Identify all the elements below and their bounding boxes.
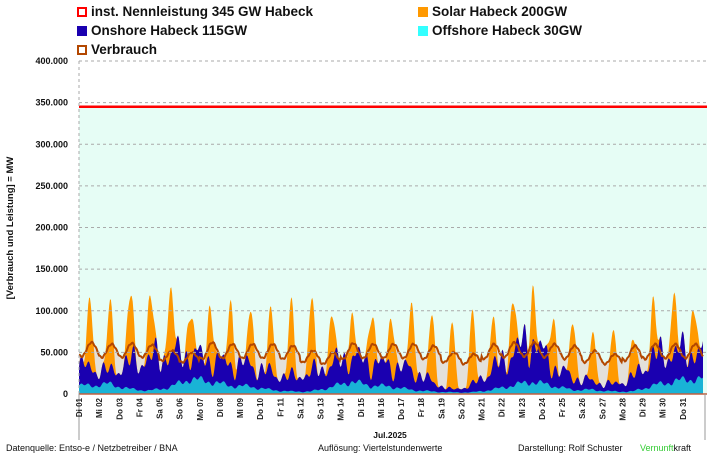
legend-capacity: inst. Nennleistung 345 GW Habeck [77, 4, 313, 19]
x-tick-label: Di 01 [75, 397, 84, 417]
x-tick-label: Di 22 [498, 397, 507, 417]
y-tick-label: 400.000 [35, 56, 68, 66]
x-tick-label: Mo 21 [478, 397, 487, 420]
y-tick-label: 50.000 [40, 347, 68, 357]
x-tick-label: Do 31 [679, 397, 688, 419]
legend-label: inst. Nennleistung 345 GW Habeck [91, 4, 314, 19]
x-tick-label: Mi 30 [659, 397, 668, 418]
brand-part-b: kraft [673, 443, 692, 453]
x-tick-label: Mo 28 [618, 397, 627, 420]
x-tick-label: Fr 11 [276, 397, 285, 416]
legend-label: Offshore Habeck 30GW [432, 23, 583, 38]
offshore-area [79, 376, 703, 394]
y-tick-label: 300.000 [35, 139, 68, 149]
y-tick-label: 200.000 [35, 223, 68, 233]
x-tick-label: Di 29 [639, 397, 648, 417]
x-tick-label: Mi 16 [377, 397, 386, 418]
x-axis-label: Jul.2025 [373, 430, 407, 440]
legend-swatch-consumption [77, 44, 87, 55]
legend-offshore: Offshore Habeck 30GW [418, 23, 582, 38]
legend-swatch-capacity [77, 6, 87, 17]
y-tick-label: 150.000 [35, 264, 68, 274]
legend-swatch-solar [418, 6, 428, 17]
x-tick-label: Do 03 [115, 397, 124, 419]
footer-brand: Vernunftkraft [640, 443, 691, 453]
x-tick-label: So 06 [176, 397, 185, 419]
y-axis-label: [Verbrauch und Leistung] = MW [5, 157, 16, 300]
y-tick-label: 100.000 [35, 306, 68, 316]
legend-swatch-offshore [418, 25, 428, 36]
y-tick-label: 350.000 [35, 98, 68, 108]
legend-label: Solar Habeck 200GW [432, 4, 568, 19]
consumption-line [78, 340, 704, 367]
legend-onshore: Onshore Habeck 115GW [77, 23, 247, 38]
x-tick-label: Mo 14 [337, 397, 346, 420]
x-tick-label: Do 10 [256, 397, 265, 419]
x-tick-label: Fr 25 [558, 397, 567, 417]
chart: 0 50.000 100.000 150.000 200.000 250.000 300.0… [5, 56, 707, 440]
legend-label: Onshore Habeck 115GW [91, 23, 248, 38]
x-tick-label: Sa 05 [156, 397, 165, 418]
x-tick-label: So 13 [317, 397, 326, 419]
footer-source: Datenquelle: Entso-e / Netzbetreiber / B… [6, 443, 178, 453]
legend-label: Verbrauch [91, 42, 158, 57]
x-tick-label: Fr 04 [135, 397, 144, 417]
x-tick-label: Fr 18 [417, 397, 426, 417]
brand-part-a: Vernunft [640, 443, 674, 453]
x-tick-label: Mi 02 [95, 397, 104, 418]
x-tick-label: Di 15 [357, 397, 366, 417]
x-tick-label: Mo 07 [196, 397, 205, 420]
x-tick-label: So 27 [598, 397, 607, 419]
x-tick-label: Sa 26 [578, 397, 587, 418]
x-tick-label: Do 24 [538, 397, 547, 419]
x-tick-label: Sa 12 [296, 397, 305, 418]
y-tick-label: 0 [63, 389, 68, 399]
x-tick-label: Di 08 [216, 397, 225, 417]
legend-consumption: Verbrauch [77, 42, 157, 57]
footer-resolution: Auflösung: Viertelstundenwerte [318, 443, 443, 453]
legend-swatch-onshore [77, 25, 87, 36]
x-tick-label: Mi 23 [518, 397, 527, 418]
x-tick-label: Do 17 [397, 397, 406, 419]
legend-solar: Solar Habeck 200GW [418, 4, 567, 19]
footer-author: Darstellung: Rolf Schuster [518, 443, 623, 453]
x-tick-label: Sa 19 [437, 397, 446, 418]
x-tick-label: Mi 09 [236, 397, 245, 418]
onshore-area [79, 323, 703, 394]
x-tick-label: So 20 [457, 397, 466, 419]
y-tick-label: 250.000 [35, 181, 68, 191]
